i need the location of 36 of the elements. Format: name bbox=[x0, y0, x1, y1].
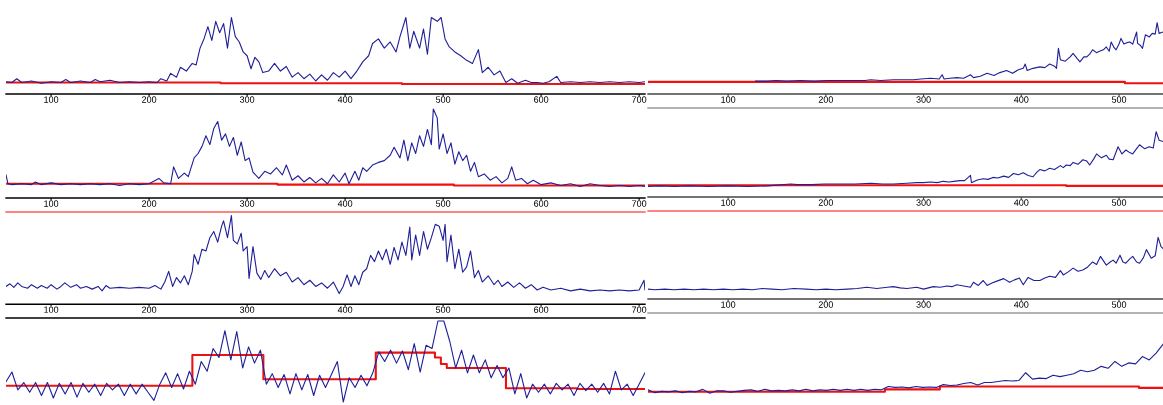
x-tick-label: 100 bbox=[721, 301, 736, 308]
x-tick-label: 300 bbox=[239, 306, 255, 313]
x-tick-label: 400 bbox=[337, 96, 353, 103]
x-tick-label: 500 bbox=[435, 306, 451, 313]
x-tick-label: 100 bbox=[44, 306, 59, 313]
x-tick-label: 400 bbox=[1013, 199, 1029, 206]
x-tick-label: 400 bbox=[337, 306, 353, 313]
x-tick-label: 200 bbox=[142, 306, 157, 313]
x-tick-label: 600 bbox=[534, 96, 549, 103]
x-tick-label: 200 bbox=[142, 96, 157, 103]
x-tick-label: 400 bbox=[337, 200, 353, 207]
x-tick-label: 100 bbox=[44, 96, 59, 103]
x-tick-label: 500 bbox=[435, 200, 451, 207]
x-tick-label: 500 bbox=[435, 96, 451, 103]
x-tick-label: 200 bbox=[818, 199, 834, 206]
x-tick-label: 300 bbox=[239, 200, 255, 207]
x-tick-label: 400 bbox=[1013, 96, 1029, 103]
x-tick-label: 300 bbox=[916, 301, 931, 308]
x-tick-label: 200 bbox=[142, 200, 157, 207]
x-tick-label: 100 bbox=[44, 200, 59, 207]
x-tick-label: 200 bbox=[818, 96, 834, 103]
x-tick-label: 500 bbox=[1111, 301, 1127, 308]
x-tick-label: 200 bbox=[818, 301, 834, 308]
x-tick-label: 600 bbox=[534, 200, 549, 207]
x-tick-label: 400 bbox=[1013, 301, 1029, 308]
x-tick-label: 500 bbox=[1111, 96, 1127, 103]
x-tick-label: 700 bbox=[632, 306, 647, 313]
x-tick-label: 500 bbox=[1111, 199, 1127, 206]
x-tick-label: 300 bbox=[916, 199, 931, 206]
x-tick-label: 600 bbox=[534, 306, 549, 313]
x-tick-label: 300 bbox=[239, 96, 255, 103]
x-tick-label: 700 bbox=[632, 96, 647, 103]
x-tick-label: 100 bbox=[721, 96, 736, 103]
x-tick-label: 300 bbox=[916, 96, 931, 103]
x-tick-label: 700 bbox=[632, 200, 647, 207]
x-tick-label: 100 bbox=[721, 199, 736, 206]
